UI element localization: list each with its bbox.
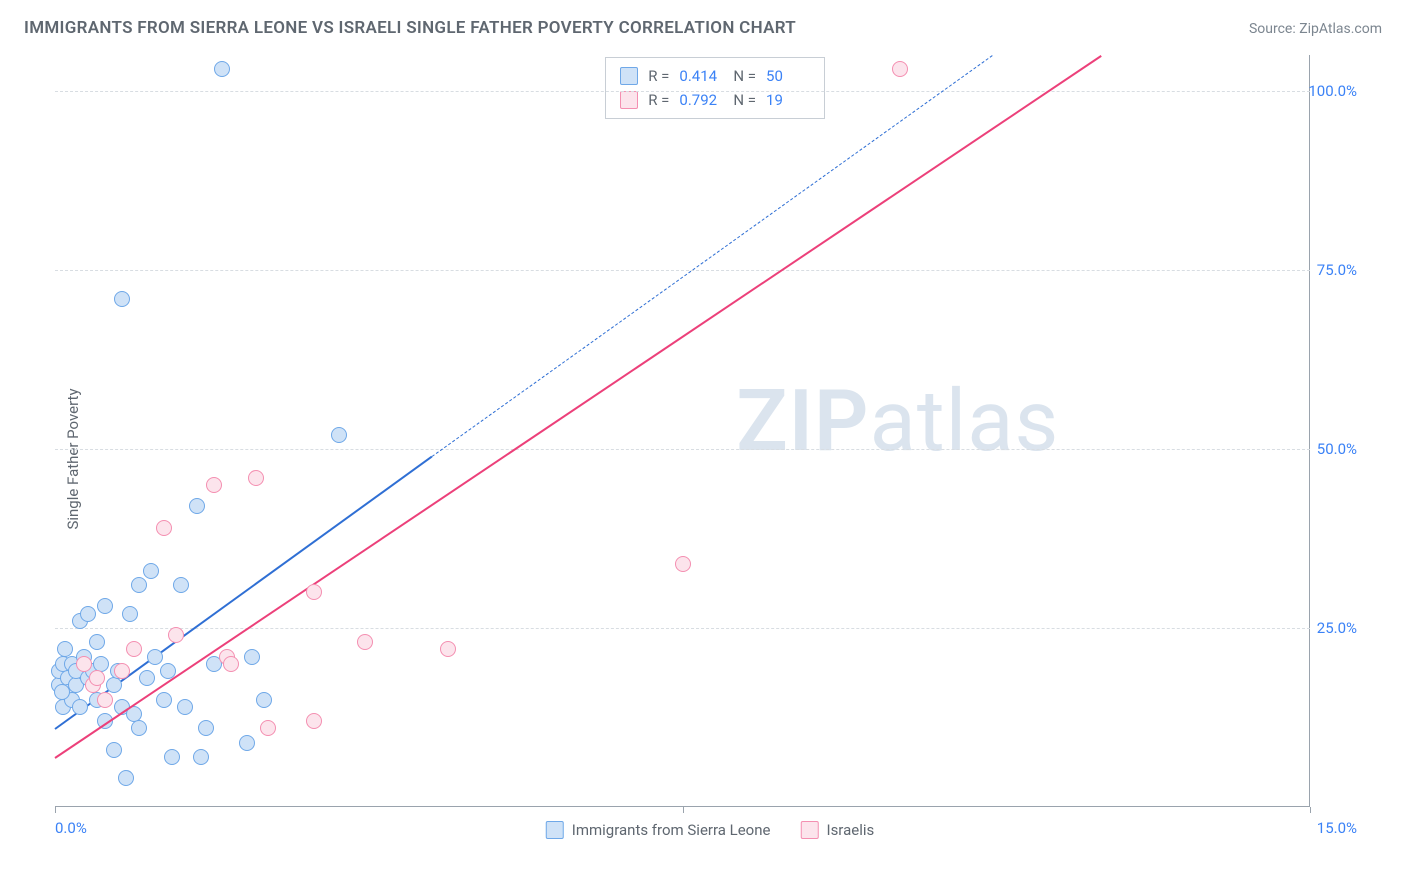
data-point: [248, 470, 264, 486]
data-point: [147, 649, 163, 665]
correlation-legend: R =0.414N =50R =0.792N =19: [605, 57, 825, 119]
data-point: [440, 641, 456, 657]
data-point: [126, 641, 142, 657]
data-point: [189, 498, 205, 514]
data-point: [106, 677, 122, 693]
n-value: 50: [766, 64, 810, 88]
legend-swatch: [620, 91, 638, 109]
legend-label: Israelis: [826, 821, 874, 839]
data-point: [206, 477, 222, 493]
data-point: [239, 735, 255, 751]
data-point: [143, 563, 159, 579]
data-point: [256, 692, 272, 708]
correlation-row: R = 0.414 N = 50: [620, 64, 810, 88]
y-tick-label: 75.0%: [1317, 261, 1357, 279]
gridline-h: [55, 270, 1310, 271]
gridline-h: [55, 628, 1310, 629]
data-point: [76, 656, 92, 672]
legend-item: Israelis: [800, 821, 874, 839]
y-tick-label: 25.0%: [1317, 619, 1357, 637]
gridline-h: [55, 91, 1310, 92]
y-tick-label: 100.0%: [1308, 82, 1357, 100]
source-label: Source: ZipAtlas.com: [1249, 21, 1382, 37]
y-axis-right: [1309, 55, 1310, 807]
data-point: [156, 692, 172, 708]
data-point: [198, 720, 214, 736]
data-point: [131, 720, 147, 736]
data-point: [72, 699, 88, 715]
data-point: [122, 606, 138, 622]
data-point: [118, 770, 134, 786]
scatter-plot: ZIPatlas 0.0% 15.0% Immigrants from Sier…: [55, 55, 1365, 845]
data-point: [306, 584, 322, 600]
data-point: [675, 556, 691, 572]
legend-swatch: [800, 821, 818, 839]
x-tick-mark: [683, 807, 684, 813]
bottom-legend: Immigrants from Sierra Leone Israelis: [546, 821, 875, 839]
x-tick-min: 0.0%: [55, 819, 87, 837]
data-point: [139, 670, 155, 686]
watermark-light: atlas: [870, 371, 1060, 471]
data-point: [306, 713, 322, 729]
chart-area: Single Father Poverty ZIPatlas 0.0% 15.0…: [55, 55, 1365, 845]
data-point: [164, 749, 180, 765]
data-point: [89, 670, 105, 686]
watermark: ZIPatlas: [736, 371, 1059, 471]
data-point: [260, 720, 276, 736]
data-point: [97, 598, 113, 614]
data-point: [131, 577, 147, 593]
data-point: [80, 606, 96, 622]
r-value: 0.414: [679, 64, 723, 88]
legend-item: Immigrants from Sierra Leone: [546, 821, 771, 839]
data-point: [106, 742, 122, 758]
data-point: [54, 684, 70, 700]
legend-swatch: [620, 67, 638, 85]
trend-line: [54, 55, 1101, 759]
data-point: [89, 634, 105, 650]
x-tick-max: 15.0%: [1317, 819, 1357, 837]
chart-title: IMMIGRANTS FROM SIERRA LEONE VS ISRAELI …: [24, 18, 796, 38]
r-label: R =: [648, 64, 669, 88]
legend-label: Immigrants from Sierra Leone: [572, 821, 771, 839]
data-point: [357, 634, 373, 650]
data-point: [214, 61, 230, 77]
data-point: [168, 627, 184, 643]
data-point: [223, 656, 239, 672]
y-tick-label: 50.0%: [1317, 440, 1357, 458]
data-point: [156, 520, 172, 536]
data-point: [97, 692, 113, 708]
x-tick-mark: [1310, 807, 1311, 813]
x-tick-mark: [55, 807, 56, 813]
data-point: [892, 61, 908, 77]
data-point: [114, 663, 130, 679]
gridline-h: [55, 449, 1310, 450]
data-point: [244, 649, 260, 665]
data-point: [173, 577, 189, 593]
watermark-bold: ZIP: [736, 371, 869, 471]
data-point: [177, 699, 193, 715]
n-label: N =: [733, 64, 756, 88]
data-point: [114, 291, 130, 307]
data-point: [331, 427, 347, 443]
legend-swatch: [546, 821, 564, 839]
data-point: [193, 749, 209, 765]
